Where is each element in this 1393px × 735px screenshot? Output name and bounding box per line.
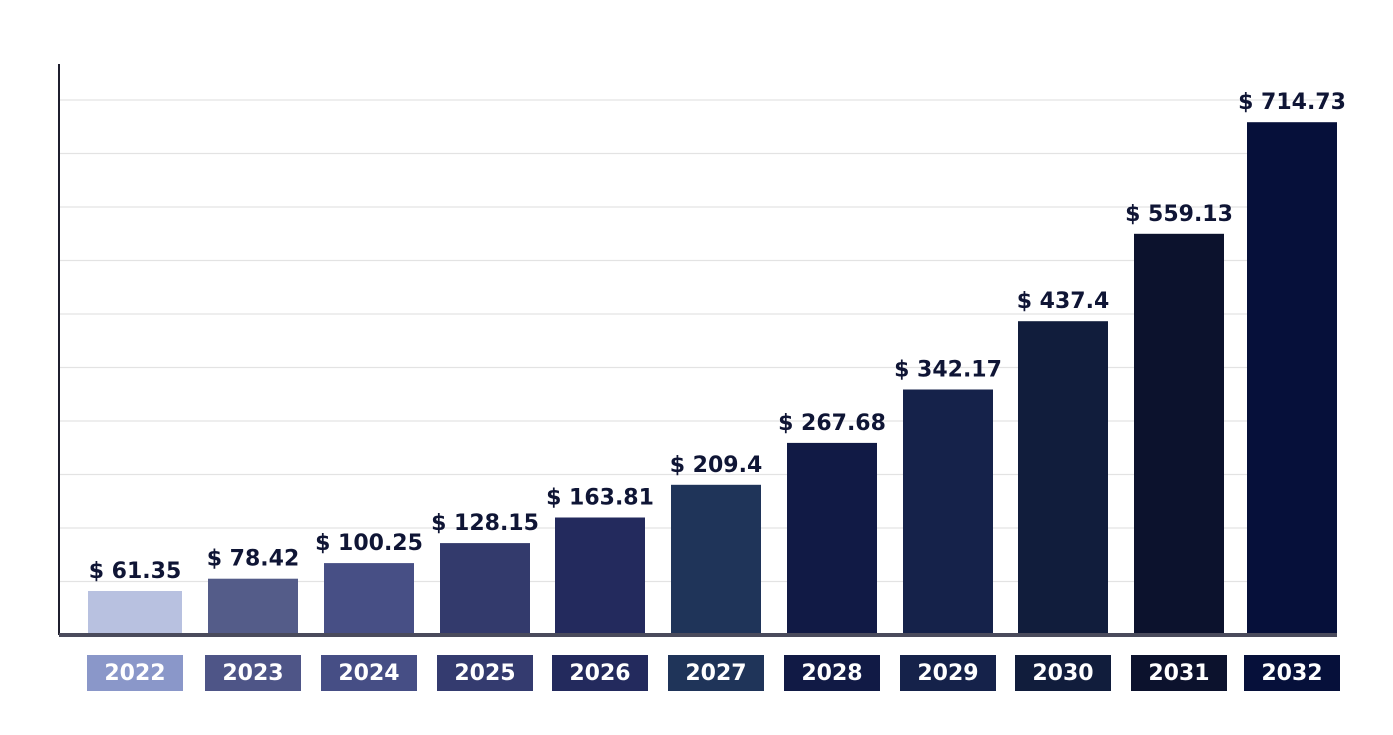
bar-2028 <box>787 442 877 635</box>
category-box-2024 <box>321 655 417 691</box>
category-label-2030: 2030 <box>1032 661 1093 686</box>
bar-2030 <box>1018 321 1108 635</box>
bar-2023 <box>208 578 298 635</box>
category-box-2022 <box>87 655 183 691</box>
category-label-2032: 2032 <box>1261 661 1322 686</box>
category-labels: 2022 2023 2024 2025 2026 2027 2028 2029 2030 2031… <box>87 655 1340 691</box>
category-box-2029 <box>900 655 996 691</box>
bar-2026 <box>555 517 645 635</box>
category-label-2023: 2023 <box>222 661 283 686</box>
category-box-2030 <box>1015 655 1111 691</box>
category-box-2028 <box>784 655 880 691</box>
bars <box>88 122 1337 636</box>
value-label-2029: $ 342.17 <box>894 358 1002 383</box>
category-label-2024: 2024 <box>338 661 399 686</box>
value-label-2026: $ 163.81 <box>546 486 654 511</box>
category-box-2025 <box>437 655 533 691</box>
bar-2031 <box>1134 233 1224 636</box>
category-label-2031: 2031 <box>1148 661 1209 686</box>
bar-2029 <box>903 389 993 635</box>
category-label-2022: 2022 <box>104 661 165 686</box>
category-box-2031 <box>1131 655 1227 691</box>
value-label-2024: $ 100.25 <box>315 531 423 556</box>
category-label-2028: 2028 <box>801 661 862 686</box>
category-label-2026: 2026 <box>569 661 630 686</box>
bar-2032 <box>1247 122 1337 635</box>
category-box-2026 <box>552 655 648 691</box>
value-label-2025: $ 128.15 <box>431 511 539 536</box>
category-box-2023 <box>205 655 301 691</box>
grid-lines <box>59 99 1337 583</box>
category-label-2029: 2029 <box>917 661 978 686</box>
value-label-2031: $ 559.13 <box>1125 202 1233 227</box>
category-box-2032 <box>1244 655 1340 691</box>
bar-2027 <box>671 484 761 635</box>
bar-2025 <box>440 543 530 635</box>
category-box-2027 <box>668 655 764 691</box>
value-label-2030: $ 437.4 <box>1017 289 1110 314</box>
bar-2022 <box>88 591 182 635</box>
value-label-2022: $ 61.35 <box>89 559 182 584</box>
value-label-2028: $ 267.68 <box>778 411 886 436</box>
bar-2024 <box>324 563 414 635</box>
value-label-2027: $ 209.4 <box>670 453 763 478</box>
value-label-2032: $ 714.73 <box>1238 90 1346 115</box>
category-label-2025: 2025 <box>454 661 515 686</box>
value-labels: $ 61.35 $ 78.42 $ 100.25 $ 128.15 $ 163.81 $ … <box>89 90 1346 584</box>
value-label-2023: $ 78.42 <box>207 547 300 572</box>
category-label-2027: 2027 <box>685 661 746 686</box>
